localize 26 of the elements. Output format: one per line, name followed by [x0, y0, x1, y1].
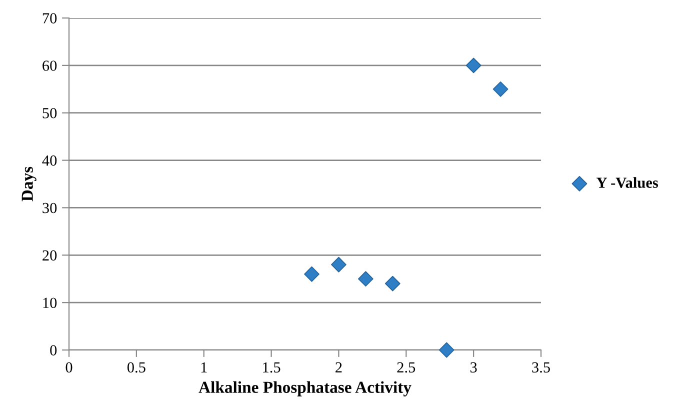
x-tick-label: 1	[201, 362, 207, 372]
y-tick-label: 20	[42, 250, 57, 261]
y-tick-label: 40	[42, 155, 57, 166]
point	[358, 271, 374, 287]
y-axis-title: Days	[22, 166, 36, 202]
point	[384, 276, 400, 292]
x-tick-label: 2	[336, 362, 342, 372]
y-tick-label: 0	[50, 345, 57, 356]
x-tick-label: 0.5	[127, 362, 146, 373]
point	[331, 256, 346, 272]
y-tick-label: 60	[42, 60, 57, 71]
x-tick-label: 1.5	[263, 362, 280, 373]
x-tick-label: 0	[66, 362, 72, 373]
y-tick-label: 50	[42, 108, 57, 118]
x-tick-label: 3	[470, 362, 477, 373]
y-tick-label: 70	[42, 13, 57, 24]
x-tick-label: 2.5	[397, 362, 416, 373]
y-tick-label: 30	[42, 202, 57, 214]
point	[466, 58, 482, 74]
x-axis-title: Alkaline Phosphatase Activity	[198, 381, 412, 396]
y-tick-label: 10	[43, 298, 57, 308]
legend-label: Y -Values	[596, 177, 658, 188]
point	[492, 81, 508, 97]
x-tick-label: 3.5	[532, 362, 550, 373]
point	[438, 342, 454, 358]
point	[304, 266, 320, 282]
